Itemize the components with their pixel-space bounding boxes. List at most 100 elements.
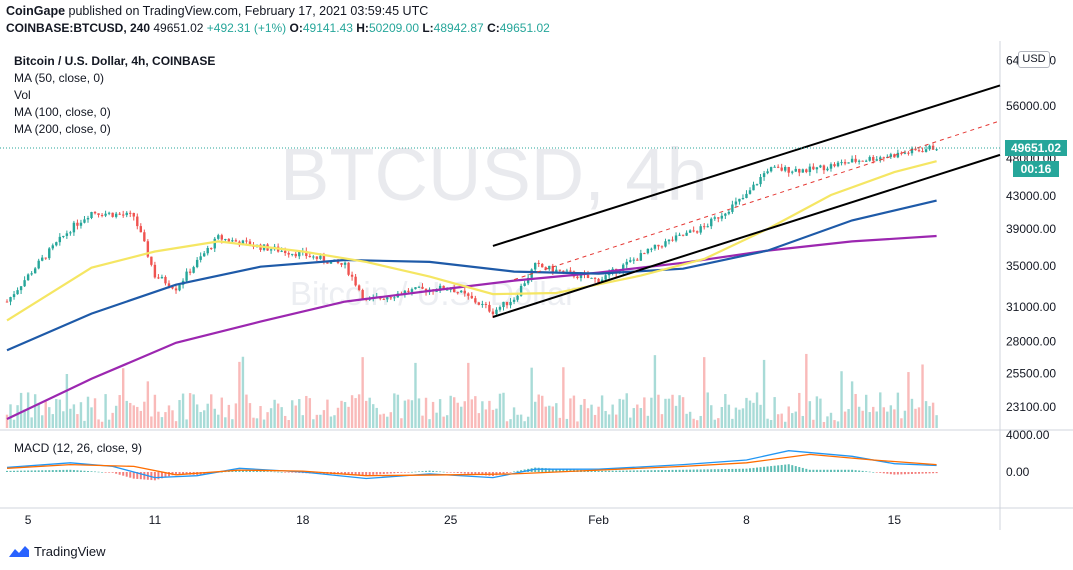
low-value: 48942.87 [433, 21, 484, 35]
macd-histogram-bar [724, 469, 727, 472]
macd-histogram-bar [798, 467, 801, 472]
candle-body [178, 284, 181, 291]
candle-body [921, 151, 924, 153]
candle-body [857, 160, 861, 162]
candle-body [76, 222, 79, 226]
candle-body [62, 235, 65, 237]
candle-body [667, 239, 671, 242]
candle-body [438, 285, 442, 291]
macd-histogram-bar [58, 469, 61, 472]
volume-bar [773, 397, 776, 428]
candle-body [660, 246, 664, 248]
macd-histogram-bar [657, 470, 660, 472]
macd-histogram-bar [794, 466, 797, 472]
legend-ma50[interactable]: MA (50, close, 0) [14, 71, 105, 85]
volume-bar [202, 410, 206, 428]
macd-histogram-bar [449, 472, 452, 473]
volume-bar [537, 394, 540, 428]
candle-body [854, 158, 857, 162]
legend-vol[interactable]: Vol [14, 88, 31, 102]
macd-histogram-bar [23, 470, 26, 472]
macd-histogram-bar [604, 470, 607, 472]
tradingview-logo[interactable]: TradingView [8, 543, 106, 559]
macd-histogram-bar [650, 470, 653, 472]
macd-histogram-bar [646, 470, 649, 472]
volume-bar [435, 412, 438, 428]
volume-bar [882, 407, 885, 428]
volume-bar [759, 404, 762, 428]
volume-bar [146, 381, 150, 428]
volume-bar [639, 408, 643, 428]
ohlc-row: COINBASE:BTCUSD, 240 49651.02 +492.31 (+… [6, 21, 550, 35]
macd-histogram-bar [741, 468, 744, 472]
macd-histogram-bar [548, 468, 551, 472]
candle-body [766, 171, 769, 174]
volume-bar [695, 420, 699, 428]
candle-body [769, 167, 773, 172]
macd-histogram-bar [840, 469, 843, 472]
volume-bar [484, 409, 488, 428]
candle-body [910, 148, 914, 154]
macd-tick-label: 4000.00 [1006, 428, 1050, 442]
volume-bar [840, 371, 843, 428]
volume-bar [456, 402, 459, 428]
time-axis-labels: 5 11 18 25 Feb 8 15 [25, 513, 902, 527]
trend-channel [492, 84, 1001, 318]
macd-histogram-bar [238, 469, 241, 472]
macd-histogram-bar [79, 470, 82, 472]
macd-histogram-bar [801, 467, 804, 472]
macd-histogram-bar [432, 470, 435, 472]
candle-body [153, 264, 157, 278]
macd-histogram-bar [241, 469, 244, 472]
volume-bar [636, 404, 639, 428]
volume-bar [319, 414, 322, 428]
volume-bar [62, 411, 65, 428]
candle-body [410, 289, 414, 292]
legend-ma200[interactable]: MA (200, close, 0) [14, 122, 111, 136]
candle-body [706, 226, 709, 228]
currency-button[interactable]: USD [1018, 51, 1050, 68]
candle-body [287, 253, 290, 255]
volume-bar [572, 395, 576, 428]
macd-histogram-bar [351, 472, 354, 475]
candle-body [565, 270, 569, 272]
volume-bar [442, 416, 445, 428]
volume-bar [597, 406, 600, 428]
candle-body [928, 145, 931, 150]
candle-body [646, 248, 650, 254]
candle-body [558, 269, 562, 271]
macd-histogram-bar [446, 472, 449, 473]
published-text: published on TradingView.com, February 1… [68, 4, 429, 18]
legend-ma100[interactable]: MA (100, close, 0) [14, 105, 111, 119]
candle-body [167, 283, 171, 287]
candle-body [593, 277, 597, 279]
macd-histogram-bar [435, 471, 438, 472]
candle-body [241, 240, 245, 246]
volume-bar [326, 399, 329, 428]
candle-body [678, 234, 681, 236]
volume-bar [107, 419, 111, 428]
last-price: 49651.02 [153, 21, 204, 35]
volume-bar [643, 397, 646, 428]
candle-body [741, 197, 745, 199]
macd-histogram-bar [354, 472, 357, 475]
candle-body [83, 219, 86, 223]
macd-histogram-bar [224, 471, 227, 473]
macd-histogram-bar [734, 468, 737, 472]
volume-bar [565, 418, 569, 428]
volume-bar [417, 398, 421, 428]
macd-pane [6, 450, 938, 481]
price-tick-label: 23100.00 [1006, 400, 1056, 414]
volume-bar [259, 406, 262, 428]
volume-bar [414, 362, 417, 428]
macd-histogram-bar [160, 472, 163, 479]
macd-histogram-bar [358, 472, 361, 476]
legend-macd[interactable]: MACD (12, 26, close, 9) [14, 441, 143, 455]
candle-body [650, 248, 653, 250]
volume-bar [745, 397, 748, 428]
volume-bar [611, 404, 614, 428]
macd-histogram-bar [551, 468, 554, 472]
volume-bar [495, 408, 498, 428]
volume-bar [33, 394, 37, 428]
